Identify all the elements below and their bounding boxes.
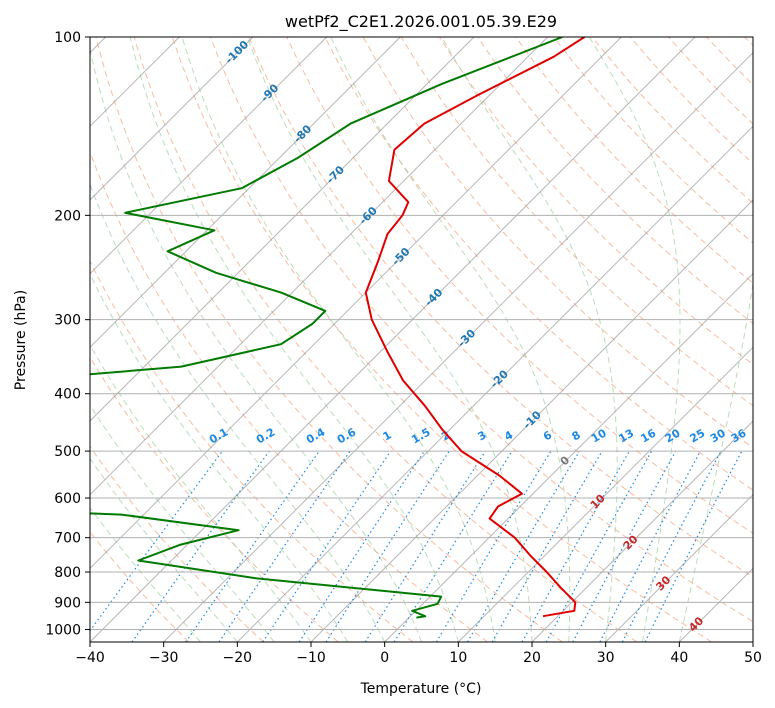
dry-adiabat-line — [90, 445, 264, 642]
x-tick-label: −10 — [296, 650, 326, 666]
isotherm-line — [384, 272, 753, 642]
x-tick-label: −30 — [149, 650, 179, 666]
x-tick-label: 40 — [670, 650, 688, 666]
moist-adiabat-line — [129, 37, 459, 642]
isotherm-line — [90, 37, 622, 570]
y-tick-label: 500 — [54, 444, 81, 460]
mixing-ratio-line — [262, 450, 392, 642]
y-tick-label: 900 — [54, 595, 81, 611]
isotherm-line — [531, 420, 753, 642]
dry-adiabat-line — [286, 37, 753, 534]
moist-adiabat-line — [588, 37, 681, 642]
moist-adiabat-line — [90, 457, 238, 642]
moist-adiabat-line — [90, 404, 275, 642]
isotherm-line — [90, 37, 401, 349]
temperature-profile-line — [364, 37, 586, 618]
chart-title: wetPf2_C2E1.2026.001.05.39.E29 — [285, 12, 557, 32]
isotherm-line — [457, 346, 753, 642]
isotherm-line — [90, 37, 328, 275]
x-tick-label: 30 — [597, 650, 615, 666]
moist-adiabat-line — [330, 37, 571, 642]
mixing-ratio-line — [572, 450, 677, 642]
mixing-ratio-line — [298, 450, 425, 642]
isotherm-line — [605, 493, 753, 642]
mixing-ratio-line — [325, 450, 450, 642]
isotherm-line — [163, 51, 753, 642]
sounding-profiles — [90, 37, 586, 619]
x-tick-label: −20 — [223, 650, 253, 666]
y-tick-label: 1000 — [45, 622, 81, 638]
y-tick-label: 800 — [54, 565, 81, 581]
y-tick-label: 600 — [54, 491, 81, 507]
moist-adiabat-line — [90, 272, 349, 642]
dry-adiabat-line — [171, 37, 712, 642]
mixing-ratio-line — [185, 450, 320, 642]
mixing-ratio-line — [218, 450, 351, 642]
moist-adiabat-line — [678, 280, 753, 642]
mixing-ratio-line — [435, 450, 552, 642]
dry-adiabat-line — [210, 37, 753, 623]
x-tick-label: 0 — [380, 650, 389, 666]
plot-frame — [89, 36, 754, 643]
moist-adiabat-line — [90, 506, 201, 642]
dry-adiabat-line — [515, 37, 753, 284]
dry-adiabat-line — [248, 37, 753, 578]
y-axis-ticks: 100 200 300 400 500 600 700 800 900 1000 — [45, 30, 90, 638]
mixing-ratio-line — [599, 450, 702, 642]
isotherm-line — [90, 37, 549, 496]
y-axis-title: Pressure (hPa) — [13, 290, 29, 390]
isotherm-line — [236, 125, 753, 642]
isotherm-line — [90, 37, 254, 201]
x-tick-label: 20 — [523, 650, 541, 666]
isotherm-line — [310, 199, 753, 642]
dry-adiabat-line — [133, 37, 638, 642]
y-tick-label: 700 — [54, 531, 81, 547]
moist-adiabat-line — [90, 46, 422, 642]
dry-adiabat-line — [324, 37, 753, 491]
mixing-ratio-line — [466, 450, 580, 642]
x-tick-label: 50 — [744, 650, 762, 666]
moist-adiabat-line — [181, 37, 496, 642]
moist-adiabat-line — [90, 182, 386, 642]
y-tick-label: 400 — [54, 387, 81, 403]
moist-adiabat-line — [246, 37, 533, 642]
dry-adiabat-line — [95, 37, 563, 642]
isotherm-line — [90, 37, 475, 422]
y-tick-label: 100 — [54, 30, 81, 46]
x-tick-label: 10 — [449, 650, 467, 666]
background-lines — [90, 37, 753, 642]
moist-adiabat-line — [441, 37, 618, 642]
x-axis-title: Temperature (°C) — [360, 681, 482, 697]
y-tick-label: 300 — [54, 313, 81, 329]
y-tick-label: 200 — [54, 208, 81, 224]
mixing-ratio-line — [393, 450, 513, 642]
dewpoint-profile-line — [90, 37, 563, 619]
dry-adiabat-line — [90, 259, 414, 642]
mixing-ratio-line — [364, 450, 486, 642]
x-tick-label: −40 — [75, 650, 105, 666]
x-axis-ticks: −40 −30 −20 −10 0 10 20 30 40 50 — [75, 642, 762, 666]
